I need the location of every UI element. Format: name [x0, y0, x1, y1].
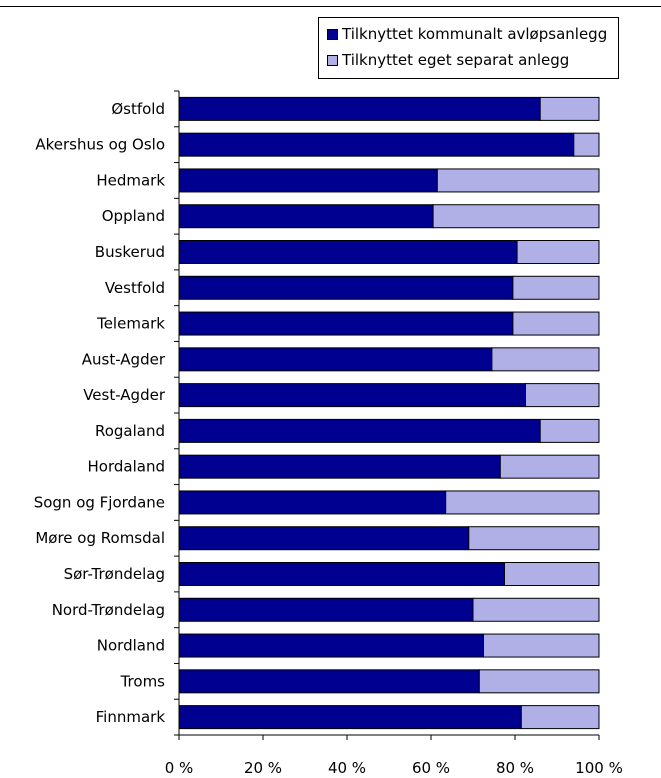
x-tick-label-40: 40 % [328, 759, 366, 777]
bar-separate-troms [478, 669, 600, 694]
legend-item-separate: Tilknyttet eget separat anlegg [327, 50, 569, 70]
category-label-vest-agder: Vest-Agder [83, 386, 166, 404]
category-label-finnmark: Finnmark [96, 708, 166, 726]
bar-separate-vestfold [512, 275, 600, 300]
bars-group [178, 96, 600, 730]
bar-separate-nord-trondelag [472, 597, 600, 622]
legend-label-municipal: Tilknyttet kommunalt avløpsanlegg [342, 25, 608, 43]
category-label-rogaland: Rogaland [95, 422, 165, 440]
bar-municipal-akershus-og-oslo [178, 132, 575, 157]
x-tick-label-60: 60 % [412, 759, 450, 777]
bar-municipal-vestfold [178, 275, 514, 300]
bar-separate-nordland [483, 633, 600, 658]
category-label-sogn-og-fjordane: Sogn og Fjordane [34, 493, 165, 511]
bar-separate-buskerud [516, 240, 600, 264]
category-label-buskerud: Buskerud [95, 243, 165, 261]
bar-municipal-oppland [178, 204, 434, 229]
bar-municipal-nord-trondelag [178, 597, 474, 622]
legend-swatch-separate [327, 54, 338, 66]
legend-label-separate: Tilknyttet eget separat anlegg [342, 51, 570, 69]
bar-municipal-sor-trondelag [178, 562, 505, 586]
bar-municipal-ostfold [178, 96, 541, 121]
category-label-ostfold: Østfold [111, 100, 165, 118]
bar-municipal-telemark [178, 311, 514, 336]
bar-municipal-finnmark [178, 705, 522, 730]
bar-separate-sor-trondelag [504, 562, 600, 586]
category-label-oppland: Oppland [102, 207, 165, 225]
category-label-telemark: Telemark [96, 315, 165, 333]
bar-separate-oppland [432, 204, 600, 229]
x-tick-label-80: 80 % [496, 759, 534, 777]
bar-municipal-troms [178, 669, 480, 694]
category-label-troms: Troms [120, 672, 166, 690]
bar-municipal-sogn-og-fjordane [178, 490, 447, 515]
bar-separate-aust-agder [491, 347, 600, 372]
bar-separate-vest-agder [525, 383, 600, 408]
legend: Tilknyttet kommunalt avløpsanlegg Tilkny… [318, 17, 619, 79]
category-labels: Østfold Akershus og Oslo Hedmark Oppland Bus… [34, 100, 166, 726]
bar-municipal-more-og-romsdal [178, 526, 470, 551]
category-label-vestfold: Vestfold [105, 279, 165, 297]
x-tick-label-20: 20 % [244, 759, 282, 777]
bar-separate-akershus-og-oslo [573, 132, 600, 157]
category-label-nordland: Nordland [97, 637, 165, 655]
bar-municipal-hedmark [178, 168, 438, 193]
bar-municipal-rogaland [178, 418, 541, 443]
legend-swatch-municipal [327, 28, 338, 40]
bar-separate-finnmark [520, 705, 600, 730]
bar-municipal-aust-agder [178, 347, 493, 372]
category-label-hedmark: Hedmark [96, 171, 165, 189]
bar-separate-ostfold [539, 96, 600, 121]
bar-separate-hordaland [499, 454, 600, 479]
x-tick-label-100: 100 % [575, 759, 623, 777]
category-label-more-og-romsdal: Møre og Romsdal [35, 529, 165, 547]
category-label-akershus-og-oslo: Akershus og Oslo [35, 136, 165, 154]
bar-municipal-hordaland [178, 454, 501, 479]
bar-municipal-nordland [178, 633, 484, 658]
bar-separate-sogn-og-fjordane [445, 490, 600, 515]
bar-municipal-buskerud [178, 240, 518, 264]
x-axis: 0 % 20 % 40 % 60 % 80 % 100 % [165, 90, 623, 777]
category-label-sor-trondelag: Sør-Trøndelag [64, 565, 165, 583]
category-label-aust-agder: Aust-Agder [82, 350, 166, 368]
category-label-hordaland: Hordaland [88, 458, 165, 476]
legend-item-municipal: Tilknyttet kommunalt avløpsanlegg [327, 24, 607, 44]
x-tick-label-0: 0 % [165, 759, 194, 777]
category-label-nord-trondelag: Nord-Trøndelag [52, 601, 165, 619]
bar-municipal-vest-agder [178, 383, 526, 408]
bar-separate-telemark [512, 311, 600, 336]
top-rule [0, 6, 661, 7]
bar-separate-more-og-romsdal [468, 526, 600, 551]
bar-separate-hedmark [436, 168, 600, 193]
bar-separate-rogaland [539, 418, 600, 443]
